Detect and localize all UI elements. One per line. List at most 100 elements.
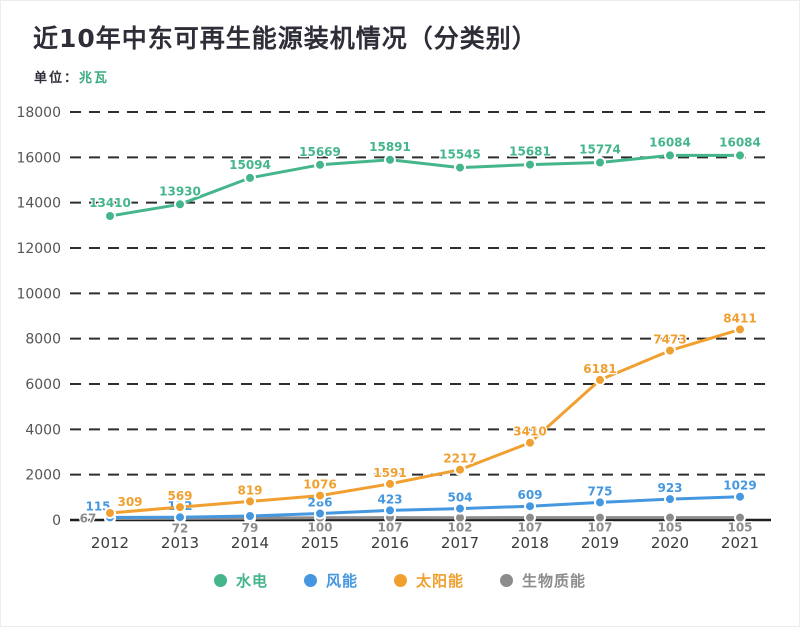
hydro-point [104,210,116,223]
solar-data-label: 7473 [653,333,686,347]
biomass-data-label: 105 [657,521,682,535]
biomass-point [594,511,606,524]
chart-legend: 水电 风能 太阳能 生物质能 [1,570,799,591]
solar-point [314,489,326,502]
hydro-point [734,149,746,162]
hydro-data-label: 13930 [159,185,201,199]
wind-data-label: 286 [307,496,332,510]
legend-dot-wind [303,574,317,588]
biomass-data-label: 107 [587,521,612,535]
solar-point [104,507,116,520]
hydro-line [108,154,742,218]
biomass-point [734,511,746,524]
legend-dot-biomass [500,574,514,588]
solar-line [108,328,742,515]
hydro-point [314,159,326,172]
x-tick-label: 2021 [721,534,759,552]
wind-point [664,493,676,506]
solar-data-label: 2217 [443,452,476,466]
wind-line [108,495,742,520]
y-tick-label: 8000 [25,332,61,348]
y-tick-label: 14000 [16,196,61,212]
series-wind: 1151222864235046097759231029 [84,478,758,524]
y-tick-label: 4000 [25,423,61,439]
series-hydro: 13410 13930 15094 15669 15891 15545 15681 15774… [88,134,762,223]
hydro-data-label: 15669 [299,145,341,159]
unit-prefix: 单位： [34,71,80,87]
x-tick-label: 2013 [161,534,199,552]
biomass-data-label: 107 [377,521,402,535]
hydro-data-label: 16084 [649,136,691,150]
solar-point [244,495,256,508]
x-tick-label: 2020 [651,534,689,552]
wind-point [174,511,186,524]
legend-item-hydro[interactable]: 水电 [213,570,268,591]
wind-data-label: 923 [657,481,682,495]
solar-point [664,344,676,357]
wind-point [524,500,536,513]
solar-data-label: 819 [237,484,262,498]
solar-data-label: 6181 [583,362,616,376]
solar-data-label: 1591 [373,466,406,480]
legend-label-hydro: 水电 [235,572,268,591]
solar-data-label: 309 [117,495,142,509]
y-tick-label: 0 [52,513,61,529]
hydro-point [244,172,256,185]
line-chart: 0 2000 4000 6000 8000 10000 12000 14000 16000 180… [16,105,771,552]
y-tick-label: 16000 [16,151,61,167]
chart-title: 近10年中东可再生能源装机情况（分类别） [33,24,538,53]
wind-data-label: 1029 [723,479,756,493]
solar-point [524,436,536,449]
biomass-point [524,511,536,524]
x-tick-label: 2014 [231,534,269,552]
chart-header: 近10年中东可再生能源装机情况（分类别） 单位：兆瓦 [1,1,799,86]
wind-data-label: 504 [447,491,472,505]
series-solar: 309 569 819 1076 1591 2217 3410 6181 7473 8411 [104,310,758,520]
x-tick-label: 2019 [581,534,619,552]
solar-point [594,374,606,387]
hydro-point [384,154,396,167]
wind-point [454,502,466,515]
x-tick-label: 2017 [441,534,479,552]
hydro-data-label: 15545 [439,148,481,162]
hydro-data-label: 16084 [719,136,761,150]
hydro-data-label: 15681 [509,145,551,159]
wind-point [734,490,746,503]
unit-label: 单位：兆瓦 [34,67,799,86]
solar-point [174,501,186,514]
legend-item-wind[interactable]: 风能 [303,570,358,591]
solar-data-label: 3410 [513,425,546,439]
wind-point [244,510,256,523]
unit-value: 兆瓦 [79,71,110,87]
y-tick-label: 10000 [16,287,61,303]
biomass-data-label: 72 [172,522,189,536]
hydro-point [454,161,466,174]
y-tick-label: 2000 [25,468,61,484]
y-tick-label: 18000 [16,105,61,121]
legend-dot-solar [394,574,407,588]
hydro-point [664,149,676,162]
solar-data-label: 1076 [303,478,336,492]
hydro-data-label: 15891 [369,140,411,154]
biomass-point [664,511,676,524]
wind-data-label: 423 [377,493,402,507]
legend-item-biomass[interactable]: 生物质能 [500,570,586,591]
biomass-data-label: 67 [80,512,97,526]
biomass-data-label: 105 [727,521,752,535]
hydro-point [524,158,536,171]
x-tick-label: 2018 [511,534,549,552]
solar-point [454,463,466,476]
wind-point [314,507,326,520]
solar-point [734,323,746,336]
biomass-data-label: 100 [307,521,332,535]
hydro-data-label: 15774 [579,143,621,157]
wind-data-label: 115 [85,500,110,514]
legend-item-solar[interactable]: 太阳能 [394,570,464,591]
x-tick-label: 2015 [301,534,339,552]
x-tick-label: 2016 [371,534,409,552]
biomass-data-label: 102 [447,521,472,535]
hydro-point [174,198,186,211]
solar-data-label: 569 [167,489,192,503]
solar-point [384,478,396,491]
